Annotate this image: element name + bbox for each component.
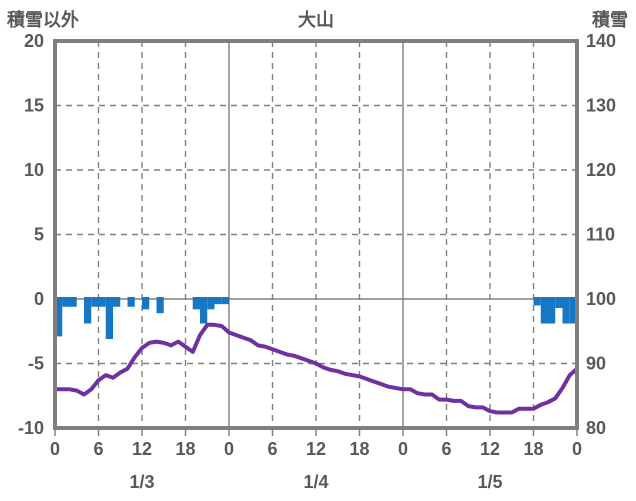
left-axis-tick-label: 15 bbox=[24, 96, 44, 116]
right-axis-tick-label: 100 bbox=[586, 289, 616, 309]
plot-border bbox=[53, 39, 579, 430]
left-axis-tick-label: -5 bbox=[28, 354, 44, 374]
x-axis-hour-label: 0 bbox=[398, 439, 408, 459]
snowfall-bar bbox=[142, 297, 150, 310]
right-axis-tick-label: 120 bbox=[586, 160, 616, 180]
x-axis-date-label: 1/4 bbox=[303, 472, 328, 492]
snowfall-bar bbox=[127, 297, 135, 307]
x-axis-hour-label: 12 bbox=[480, 439, 500, 459]
x-axis-hour-label: 6 bbox=[93, 439, 103, 459]
snowfall-bar bbox=[569, 297, 577, 324]
snowfall-bar bbox=[62, 297, 70, 307]
x-axis-hour-label: 0 bbox=[224, 439, 234, 459]
snowfall-bar bbox=[69, 297, 77, 307]
right-axis-tick-label: 90 bbox=[586, 354, 606, 374]
snowfall-bar bbox=[55, 297, 63, 337]
right-axis-title: 積雪 bbox=[592, 10, 628, 30]
left-axis-tick-label: 0 bbox=[34, 289, 44, 309]
x-axis-date-label: 1/3 bbox=[129, 472, 154, 492]
left-axis-tick-label: -10 bbox=[18, 418, 44, 438]
left-axis-title: 積雪以外 bbox=[7, 10, 79, 30]
right-axis-tick-label: 130 bbox=[586, 96, 616, 116]
right-axis-tick-label: 110 bbox=[586, 225, 615, 245]
left-axis-tick-label: 10 bbox=[24, 160, 44, 180]
x-axis-hour-label: 12 bbox=[132, 439, 152, 459]
snowfall-bar bbox=[540, 297, 548, 324]
snow-depth-line bbox=[53, 322, 579, 415]
left-axis-tick-label: 20 bbox=[24, 31, 44, 51]
x-axis-hour-label: 6 bbox=[441, 439, 451, 459]
x-axis-date-label: 1/5 bbox=[477, 472, 502, 492]
x-axis-hour-label: 18 bbox=[175, 439, 195, 459]
x-axis-hour-label: 12 bbox=[306, 439, 326, 459]
chart-title: 大山 bbox=[298, 10, 334, 30]
x-axis-hour-label: 0 bbox=[50, 439, 60, 459]
snowfall-bar bbox=[533, 297, 541, 306]
right-axis-tick-label: 80 bbox=[586, 418, 606, 438]
snowfall-bar bbox=[84, 297, 92, 324]
snowfall-bar bbox=[207, 297, 215, 310]
x-axis-hour-label: 18 bbox=[349, 439, 369, 459]
snowfall-bar bbox=[214, 297, 222, 305]
snowfall-bar bbox=[113, 297, 121, 307]
right-axis-tick-label: 140 bbox=[586, 31, 616, 51]
snowfall-bar bbox=[200, 297, 208, 324]
snowfall-bar bbox=[555, 297, 563, 309]
snowfall-bar bbox=[221, 297, 229, 305]
x-axis-hour-label: 6 bbox=[267, 439, 277, 459]
left-axis-tick-label: 5 bbox=[34, 225, 44, 245]
snowfall-bar bbox=[98, 297, 106, 307]
snowfall-bar bbox=[548, 297, 556, 324]
snowfall-bar bbox=[91, 297, 99, 307]
snowfall-bar bbox=[156, 297, 164, 314]
snowfall-bar bbox=[562, 297, 570, 324]
x-axis-hour-label: 0 bbox=[572, 439, 582, 459]
snowfall-bar bbox=[192, 297, 200, 310]
snowfall-bar bbox=[105, 297, 113, 339]
x-axis-hour-label: 18 bbox=[523, 439, 543, 459]
